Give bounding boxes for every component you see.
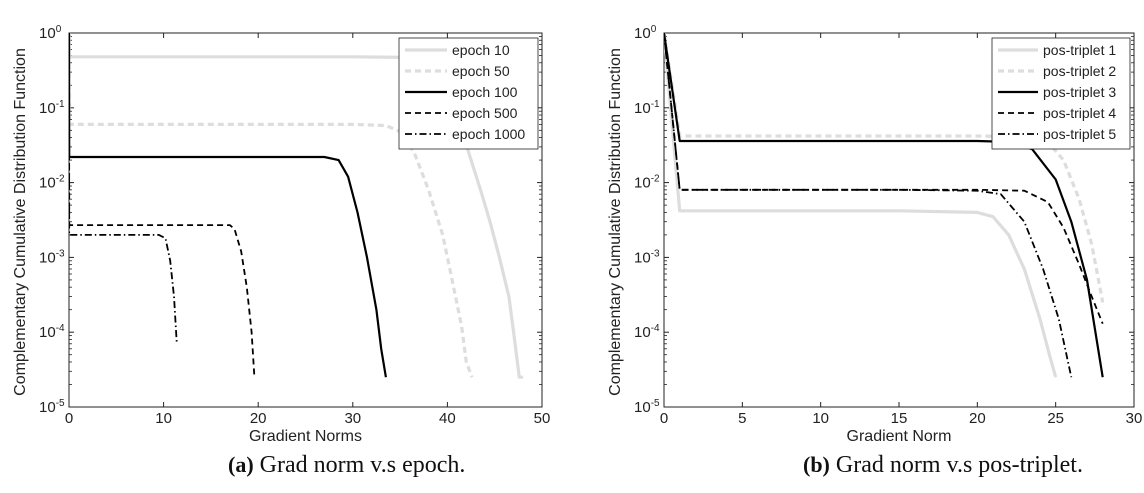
legend-label-4: epoch 500 xyxy=(452,105,518,121)
y-tick-base: 10 xyxy=(634,25,651,42)
x-tick-label: 50 xyxy=(534,410,551,427)
y-tick-exponent: -4 xyxy=(56,323,65,334)
y-tick-label: 10-1 xyxy=(634,99,660,117)
y-tick-exponent: 0 xyxy=(651,24,657,35)
x-tick-label: 10 xyxy=(155,410,172,427)
y-tick-label: 10-1 xyxy=(39,99,65,117)
chart-b: 0 5 10 15 20 25 3010010-110-210-310-410-5Gradi… xyxy=(607,24,1142,445)
y-tick-exponent: -3 xyxy=(651,248,660,259)
y-tick-label: 10-2 xyxy=(39,174,65,192)
y-tick-base: 10 xyxy=(39,25,56,42)
x-tick-label: 30 xyxy=(1126,410,1143,427)
y-tick-exponent: -2 xyxy=(651,174,660,185)
y-tick-base: 10 xyxy=(634,249,651,266)
y-tick-exponent: -1 xyxy=(651,99,660,110)
y-tick-base: 10 xyxy=(39,399,56,416)
caption-b-label: (b) xyxy=(803,452,830,477)
y-tick-label: 10-3 xyxy=(634,248,660,266)
y-tick-label: 10-5 xyxy=(39,398,65,416)
series-line-5 xyxy=(664,33,1073,378)
y-tick-label: 10-5 xyxy=(634,398,660,416)
y-tick-base: 10 xyxy=(634,100,651,117)
series-line-3 xyxy=(69,33,387,378)
y-tick-label: 100 xyxy=(634,24,657,42)
x-tick-label: 40 xyxy=(439,410,456,427)
legend: epoch 10 epoch 50 epoch 100 epoch 500 epoch … xyxy=(398,37,539,150)
x-tick-label: 5 xyxy=(738,410,746,427)
legend-label-4: pos-triplet 4 xyxy=(1043,105,1116,121)
y-tick-exponent: -1 xyxy=(56,99,65,110)
caption-a: (a) Grad norm v.s epoch. xyxy=(228,452,465,479)
caption-a-label: (a) xyxy=(228,452,254,477)
y-tick-base: 10 xyxy=(634,324,651,341)
x-tick-label: 30 xyxy=(344,410,361,427)
y-tick-label: 10-4 xyxy=(634,323,660,341)
y-tick-exponent: -2 xyxy=(56,174,65,185)
figure: 0 10 20 30 40 5010010-110-210-310-410-5Gradie… xyxy=(12,24,1142,445)
legend: pos-triplet 1 pos-triplet 2 pos-triplet 3 p… xyxy=(991,37,1131,150)
caption-b: (b) Grad norm v.s pos-triplet. xyxy=(803,452,1083,479)
y-tick-base: 10 xyxy=(634,399,651,416)
x-axis-label: Gradient Norm xyxy=(847,428,952,445)
legend-label-3: epoch 100 xyxy=(452,84,518,100)
legend-label-1: epoch 10 xyxy=(452,42,510,58)
y-tick-base: 10 xyxy=(39,100,56,117)
y-tick-exponent: -4 xyxy=(651,323,660,334)
caption-a-text: Grad norm v.s epoch. xyxy=(259,452,466,478)
caption-b-text: Grad norm v.s pos-triplet. xyxy=(835,452,1083,478)
plot-frame xyxy=(68,32,543,408)
legend-label-5: epoch 1000 xyxy=(452,126,525,142)
y-tick-base: 10 xyxy=(39,175,56,192)
y-tick-exponent: 0 xyxy=(56,24,62,35)
y-tick-base: 10 xyxy=(634,175,651,192)
x-axis-label: Gradient Norms xyxy=(249,428,362,445)
y-tick-exponent: -5 xyxy=(651,398,660,409)
y-axis-label: Complementary Cumulative Distribution Fu… xyxy=(12,48,29,396)
series-line-1 xyxy=(664,33,1058,378)
y-tick-base: 10 xyxy=(39,249,56,266)
y-tick-label: 10-4 xyxy=(39,323,65,341)
series-line-4 xyxy=(664,33,1104,325)
x-tick-label: 0 xyxy=(660,410,668,427)
legend-label-2: pos-triplet 2 xyxy=(1043,63,1116,79)
y-tick-base: 10 xyxy=(39,324,56,341)
series-line-4 xyxy=(69,33,256,378)
y-tick-label: 10-3 xyxy=(39,248,65,266)
x-tick-label: 25 xyxy=(1047,410,1064,427)
x-tick-label: 10 xyxy=(812,410,829,427)
legend-label-2: epoch 50 xyxy=(452,63,510,79)
chart-a: 0 10 20 30 40 5010010-110-210-310-410-5Gradie… xyxy=(12,24,550,445)
legend-label-5: pos-triplet 5 xyxy=(1043,126,1116,142)
y-tick-label: 100 xyxy=(39,24,62,42)
y-tick-label: 10-2 xyxy=(634,174,660,192)
y-axis-label: Complementary Cumulative Distribution Fu… xyxy=(607,48,624,396)
x-tick-label: 0 xyxy=(65,410,73,427)
legend-box xyxy=(991,37,1131,150)
x-tick-label: 20 xyxy=(969,410,986,427)
y-tick-exponent: -5 xyxy=(56,398,65,409)
legend-label-1: pos-triplet 1 xyxy=(1043,42,1116,58)
x-tick-label: 15 xyxy=(891,410,908,427)
series-line-5 xyxy=(69,33,178,344)
legend-label-3: pos-triplet 3 xyxy=(1043,84,1116,100)
y-tick-exponent: -3 xyxy=(56,248,65,259)
legend-box xyxy=(398,37,539,150)
x-tick-label: 20 xyxy=(250,410,267,427)
